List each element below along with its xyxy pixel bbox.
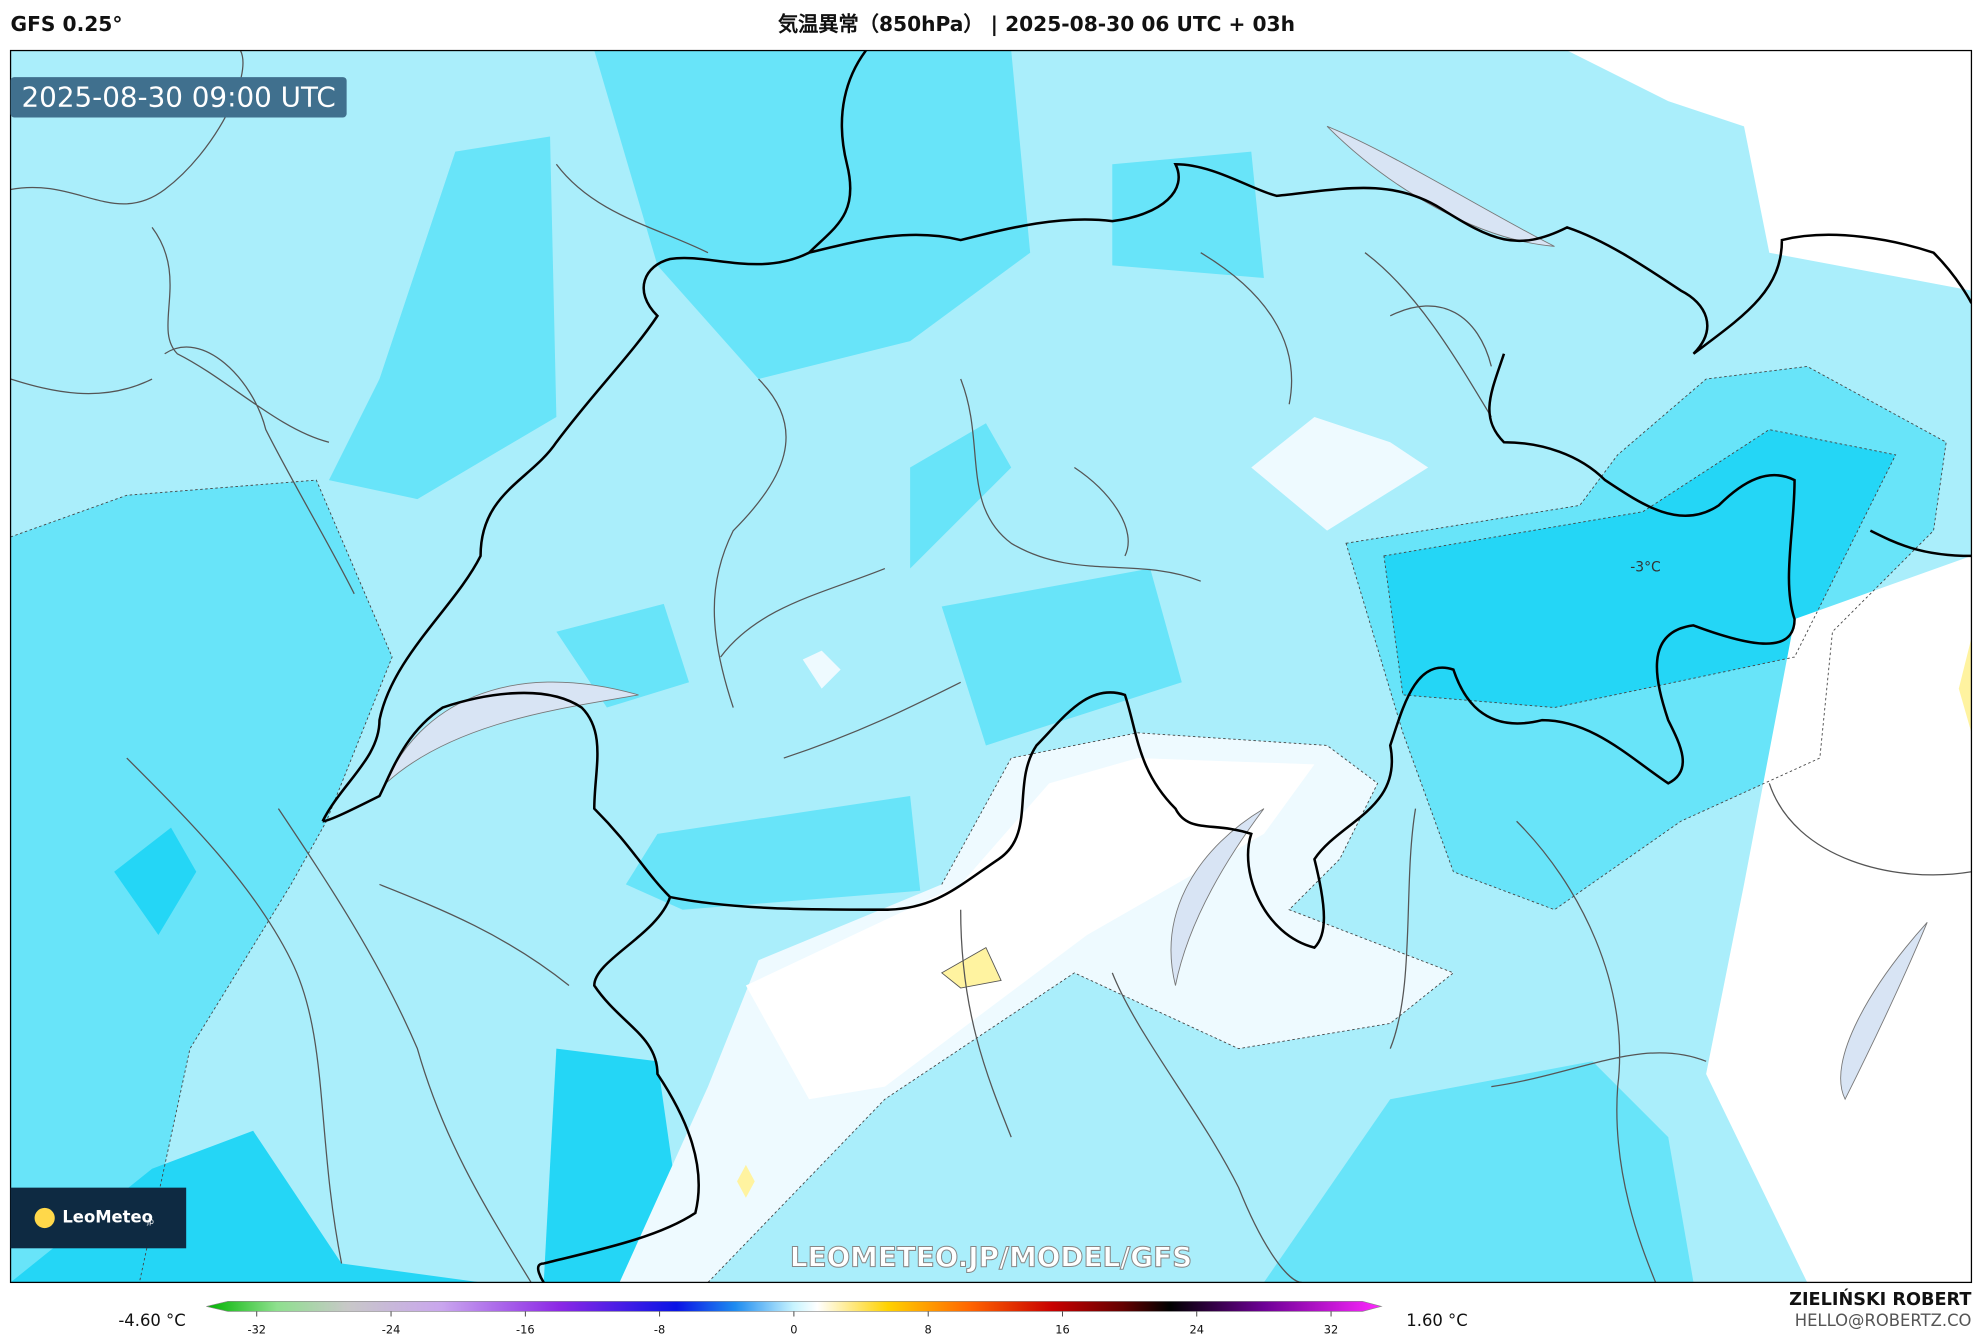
contour-label: -3°C	[1630, 559, 1660, 575]
map-title: 気温異常（850hPa） | 2025-08-30 06 UTC + 03h	[778, 12, 1295, 36]
lake	[1326, 125, 1555, 247]
anomaly-area	[594, 50, 1031, 380]
anomaly-area	[556, 603, 690, 708]
colorbar-tick-label: 8	[925, 1322, 932, 1336]
colorbar: -4.60 °C 1.60 °C -32 -24 -16 -8 0 8 16 24 32	[118, 1301, 1468, 1336]
timestamp-box	[10, 77, 347, 118]
lake	[385, 681, 639, 784]
anomaly-area	[1567, 50, 1972, 291]
email: HELLO@ROBERTZ.CO	[1795, 1311, 1972, 1330]
anomaly-area	[114, 827, 197, 935]
lake	[1840, 922, 1928, 1101]
map-frame	[9, 49, 1973, 1284]
colorbar-tick-label: -24	[382, 1322, 401, 1336]
contour-line	[1345, 365, 1947, 911]
watermark: LEOMETEO.JP/MODEL/GFS	[790, 1240, 1192, 1273]
colorbar-tick-label: 0	[790, 1322, 797, 1336]
anomaly-area	[910, 423, 1012, 569]
anomaly-area	[619, 732, 1454, 1283]
model-name: GFS 0.25°	[11, 12, 123, 36]
colorbar-max: 1.60 °C	[1406, 1311, 1467, 1330]
map	[10, 50, 1972, 1283]
anomaly-area	[745, 758, 1315, 1100]
anomaly-area	[1112, 151, 1264, 278]
colorbar-min: -4.60 °C	[118, 1311, 185, 1330]
logo-sun	[34, 1207, 55, 1229]
anomaly-area	[1958, 638, 1972, 733]
anomaly-area	[941, 568, 1182, 746]
colorbar-tick-label: 24	[1190, 1322, 1204, 1336]
anomaly-area	[625, 795, 921, 910]
logo-text: LeoMeteo	[62, 1207, 153, 1226]
contour-line	[1383, 429, 1897, 708]
colorbar-tick-label: -16	[516, 1322, 535, 1336]
anomaly-area	[10, 480, 393, 1283]
logo-suffix: jp	[146, 1217, 154, 1226]
anomaly-area	[940, 946, 1002, 989]
anomaly-area	[1383, 429, 1896, 708]
contour-line	[10, 479, 393, 1283]
contour-line	[707, 732, 1455, 1283]
country-border	[321, 50, 1972, 1283]
colorbar-ramp	[206, 1301, 1383, 1312]
colorbar-tick-label: 32	[1324, 1322, 1338, 1336]
colorbar-tick-label: 16	[1055, 1322, 1069, 1336]
region-border	[10, 50, 1972, 1283]
colorbar-tick-label: -8	[654, 1322, 665, 1336]
anomaly-area	[1706, 555, 1972, 1283]
anomaly-area	[328, 136, 557, 500]
lake	[1170, 808, 1265, 986]
anomaly-area	[1251, 416, 1429, 531]
author: ZIELIŃSKI ROBERT	[1789, 1288, 1971, 1310]
colorbar-tick-label: -32	[247, 1322, 266, 1336]
timestamp: 2025-08-30 09:00 UTC	[21, 81, 335, 114]
anomaly-area	[1263, 1061, 1694, 1283]
